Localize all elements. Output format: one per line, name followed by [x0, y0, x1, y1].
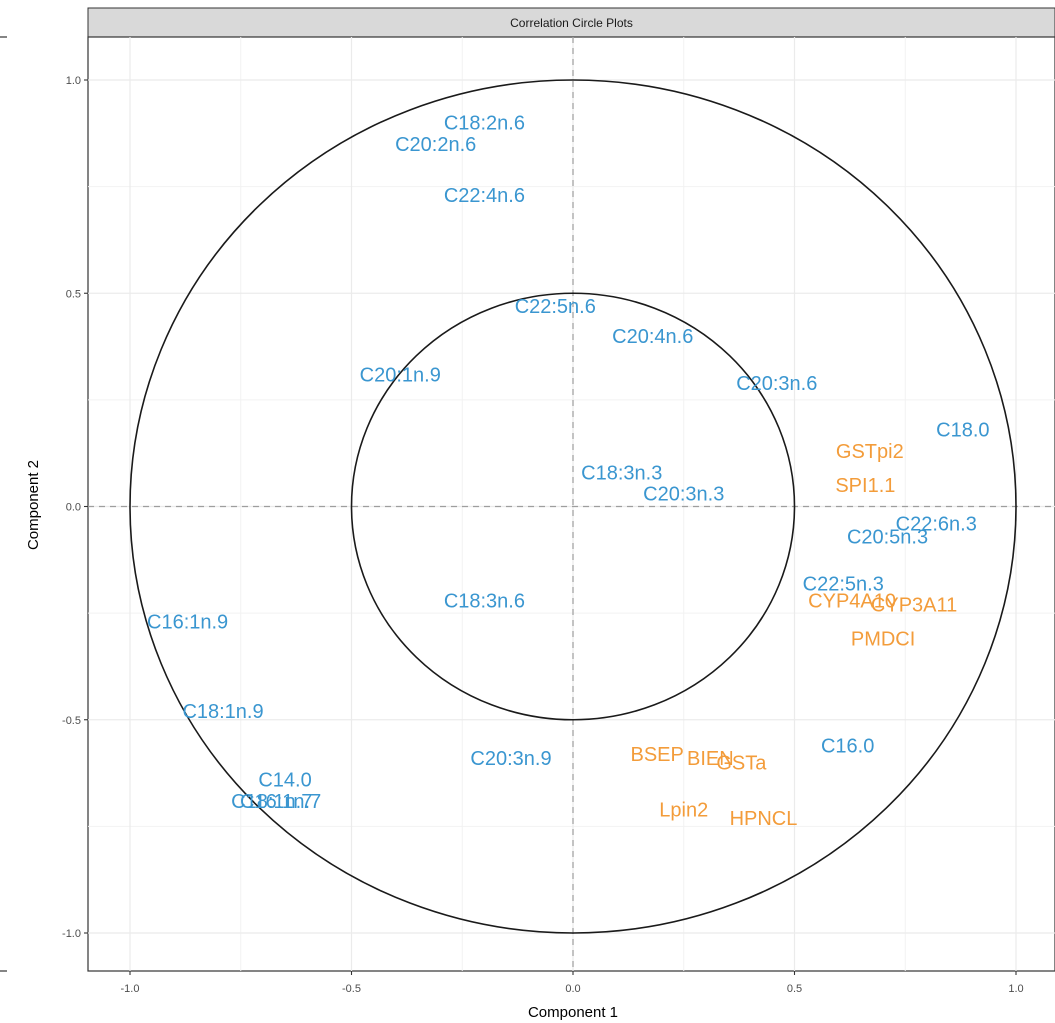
point-label-c18-3n-3: C18:3n.3 [581, 462, 662, 484]
outer-circle [129, 79, 1017, 934]
y-tick-label: 0.0 [66, 502, 81, 514]
x-tick-label: -0.5 [342, 983, 361, 995]
point-label-c22-5n-3: C22:5n.3 [803, 573, 884, 595]
point-label-c22-4n-6: C22:4n.6 [444, 185, 525, 207]
chart-title: Correlation Circle Plots [510, 16, 633, 30]
point-label-c20-4n-6: C20:4n.6 [612, 326, 693, 348]
point-label-pmdci: PMDCI [851, 629, 915, 651]
point-label-c18-2n-6: C18:2n.6 [444, 113, 525, 135]
y-tick-label: 1.0 [66, 75, 81, 87]
facet-strip [87, 7, 1055, 38]
x-axis-ticks: -1.0 -0.5 0.0 0.5 1.0 [121, 971, 1024, 995]
point-label-spi1-1: SPI1.1 [835, 475, 895, 497]
correlation-circles [129, 79, 1017, 934]
x-tick-label: -1.0 [121, 983, 140, 995]
y-tick-label: -0.5 [62, 715, 81, 727]
plot-panel [87, 36, 1055, 972]
point-label-c20-1n-9: C20:1n.9 [360, 364, 441, 386]
point-label-gstpi2: GSTpi2 [836, 441, 904, 463]
inner-circle [350, 292, 796, 721]
point-label-hpncl: HPNCL [730, 808, 798, 830]
point-label-lpin2: Lpin2 [659, 799, 708, 821]
point-label-c22-5n-6: C22:5n.6 [515, 296, 596, 318]
point-label-c16-1n-9: C16:1n.9 [147, 612, 228, 634]
point-label-c20-3n-6: C20:3n.6 [736, 373, 817, 395]
x-axis-title: Component 1 [528, 1004, 618, 1021]
point-label-c20-2n-6: C20:2n.6 [395, 134, 476, 156]
point-label-c16-1n-7: C16:1n.7 [240, 791, 321, 813]
point-label-c18-1n-7: C18:1n.7 [231, 791, 312, 813]
point-label-cyp3a11: CYP3A11 [871, 595, 957, 617]
point-label-c18-1n-9: C18:1n.9 [182, 701, 263, 723]
point-label-c20-5n-3: C20:5n.3 [847, 526, 928, 548]
point-label-c22-6n-3: C22:6n.3 [896, 514, 977, 536]
point-label-c20-3n-9: C20:3n.9 [470, 748, 551, 770]
point-label-c18-3n-6: C18:3n.6 [444, 590, 525, 612]
y-tick-label: 0.5 [66, 288, 81, 300]
point-label-gsta: GSTa [716, 752, 767, 774]
point-label-c14-0: C14.0 [258, 769, 311, 791]
point-label-cyp4a10: CYP4A10 [808, 590, 896, 612]
point-label-c18-0: C18.0 [936, 420, 989, 442]
x-tick-label: 0.5 [787, 983, 802, 995]
point-label-c16-0: C16.0 [821, 735, 874, 757]
y-axis-ticks: -1.0 -0.5 0.0 0.5 1.0 [62, 75, 88, 940]
y-tick-label: -1.0 [62, 928, 81, 940]
point-label-bien: BIEN [687, 748, 734, 770]
x-tick-label: 1.0 [1008, 983, 1023, 995]
x-tick-label: 0.0 [565, 983, 580, 995]
y-axis-title: Component 2 [25, 460, 42, 550]
reference-lines [88, 37, 1055, 971]
point-label-c20-3n-3: C20:3n.3 [643, 484, 724, 506]
point-label-bsep: BSEP [630, 744, 683, 766]
